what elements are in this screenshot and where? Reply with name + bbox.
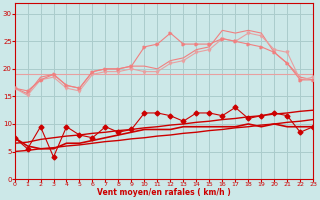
X-axis label: Vent moyen/en rafales ( km/h ): Vent moyen/en rafales ( km/h ) bbox=[97, 188, 231, 197]
